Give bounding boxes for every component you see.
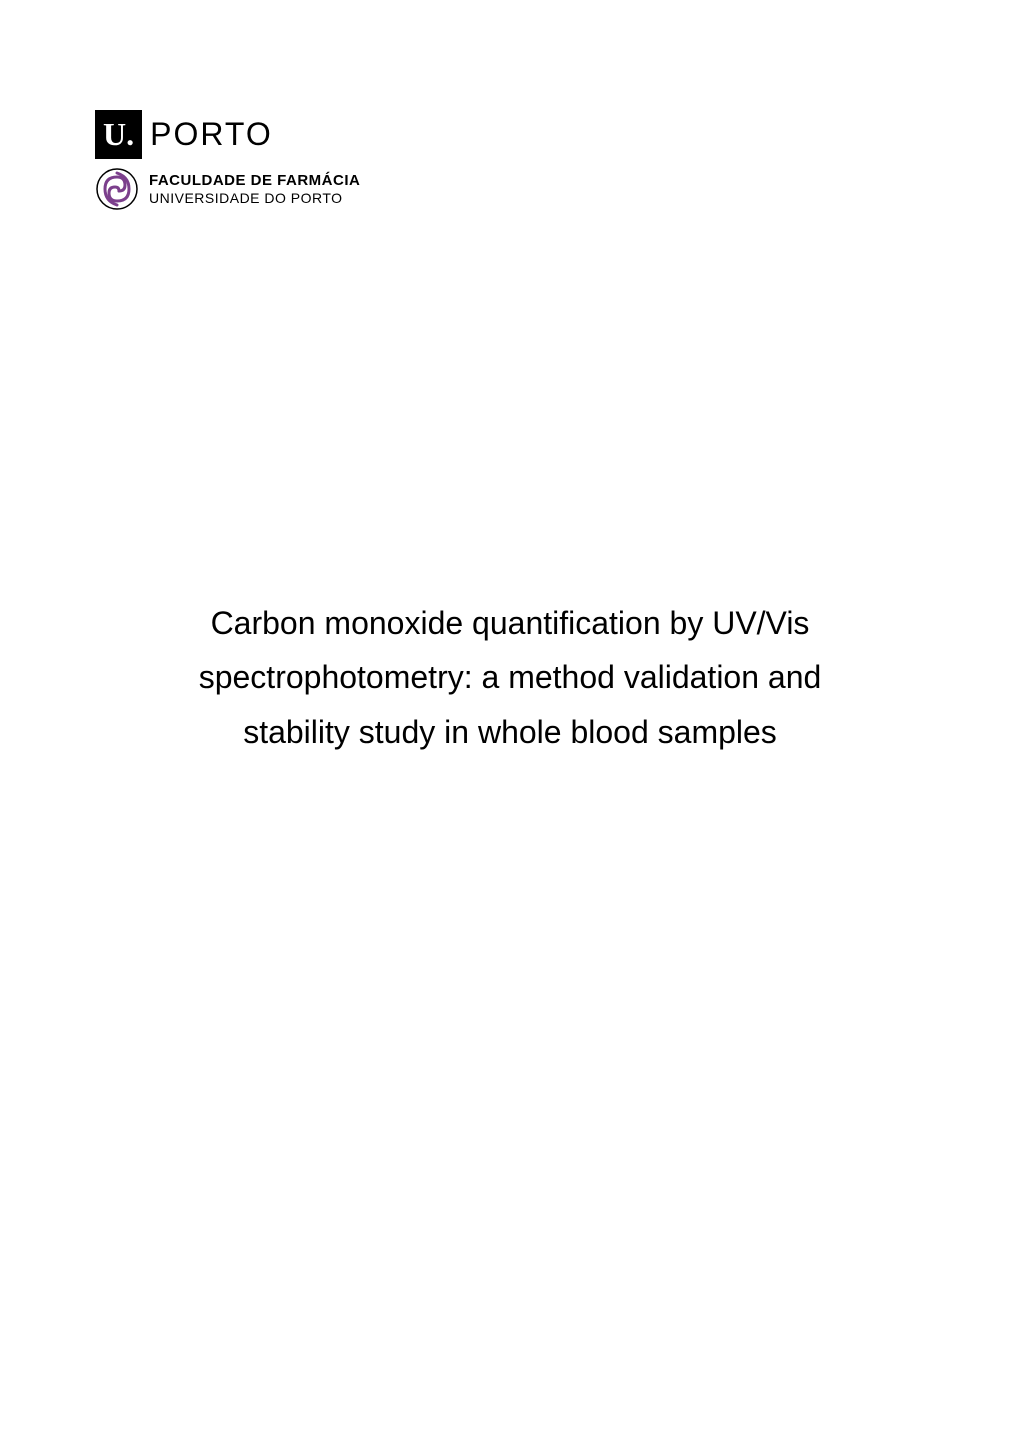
swirl-icon (95, 167, 139, 211)
title-line-2: spectrophotometry: a method validation a… (125, 650, 895, 704)
logo-top-row: U. PORTO (95, 110, 360, 159)
university-name: UNIVERSIDADE DO PORTO (149, 190, 360, 206)
logo-u-box: U. (95, 110, 142, 159)
logo-sub-row: FACULDADE DE FARMÁCIA UNIVERSIDADE DO PO… (95, 167, 360, 211)
faculty-name: FACULDADE DE FARMÁCIA (149, 172, 360, 189)
logo-porto-text: PORTO (150, 116, 273, 153)
title-line-3: stability study in whole blood samples (125, 705, 895, 759)
institution-logo: U. PORTO FACULDADE DE FARMÁCIA UNIVERSID… (95, 110, 360, 211)
document-title: Carbon monoxide quantification by UV/Vis… (95, 596, 925, 759)
title-line-1: Carbon monoxide quantification by UV/Vis (125, 596, 895, 650)
logo-sub-text: FACULDADE DE FARMÁCIA UNIVERSIDADE DO PO… (149, 172, 360, 205)
